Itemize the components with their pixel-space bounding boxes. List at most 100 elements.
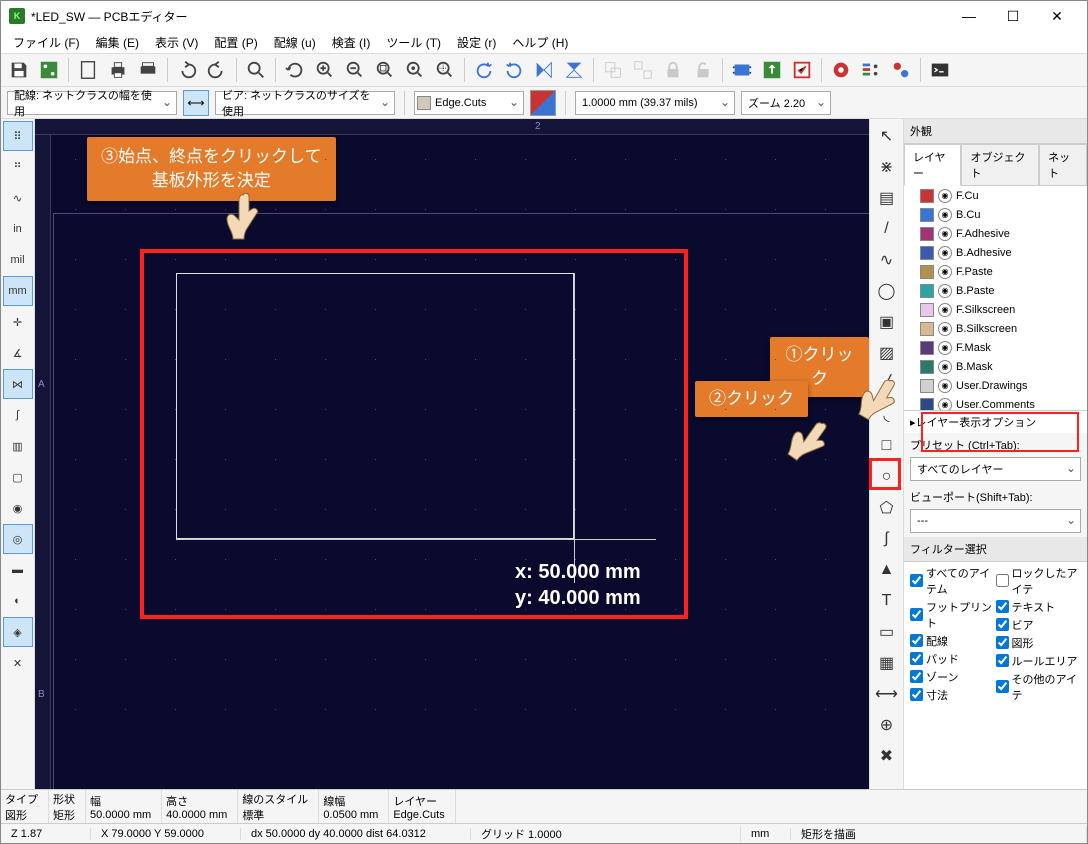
menu-5[interactable]: 検査 (I) bbox=[324, 32, 379, 53]
route-button[interactable]: / bbox=[872, 214, 902, 244]
curve-button[interactable]: ∿ bbox=[3, 183, 33, 213]
filter-配線[interactable]: 配線 bbox=[910, 632, 996, 650]
layer-B.Silkscreen[interactable]: ◉B.Silkscreen bbox=[904, 319, 1087, 338]
menu-6[interactable]: ツール (T) bbox=[378, 32, 449, 53]
design-rules-button[interactable] bbox=[827, 56, 855, 84]
viewport-select[interactable]: --- bbox=[910, 509, 1081, 533]
zone-fill-button[interactable]: ▥ bbox=[3, 431, 33, 461]
layer-list[interactable]: ◉F.Cu◉B.Cu◉F.Adhesive◉B.Adhesive◉F.Paste… bbox=[904, 186, 1087, 410]
image-button[interactable]: ▲ bbox=[872, 555, 902, 585]
layer-F.Cu[interactable]: ◉F.Cu bbox=[904, 186, 1087, 205]
unit-mil-button[interactable]: mil bbox=[3, 245, 33, 275]
lock-button[interactable] bbox=[659, 56, 687, 84]
contrast-button[interactable]: ◐ bbox=[3, 586, 33, 616]
mirror-h-button[interactable] bbox=[560, 56, 588, 84]
filter-ロックしたアイテ[interactable]: ロックしたアイテ bbox=[996, 564, 1082, 598]
ratsnest-curve-button[interactable]: ∫ bbox=[3, 400, 33, 430]
rotate-ccw-button[interactable] bbox=[470, 56, 498, 84]
close-button[interactable]: ✕ bbox=[1035, 1, 1079, 31]
layer-B.Paste[interactable]: ◉B.Paste bbox=[904, 281, 1087, 300]
find-button[interactable] bbox=[242, 56, 270, 84]
zoom-objects-button[interactable] bbox=[401, 56, 429, 84]
scripting-button[interactable] bbox=[887, 56, 915, 84]
via-size-select[interactable]: ビア: ネットクラスのサイズを使用 bbox=[215, 91, 395, 115]
layer-F.Silkscreen[interactable]: ◉F.Silkscreen bbox=[904, 300, 1087, 319]
layer-pair-button[interactable] bbox=[530, 90, 556, 116]
rotate-cw-button[interactable] bbox=[500, 56, 528, 84]
page-settings-button[interactable] bbox=[74, 56, 102, 84]
filter-図形[interactable]: 図形 bbox=[996, 634, 1082, 652]
board-setup-button[interactable] bbox=[35, 56, 63, 84]
route-diff-button[interactable]: ∿ bbox=[872, 245, 902, 275]
group-button[interactable] bbox=[599, 56, 627, 84]
via-fill-button[interactable]: ◎ bbox=[3, 524, 33, 554]
filter-フットプリント[interactable]: フットプリント bbox=[910, 598, 996, 632]
plot-button[interactable] bbox=[134, 56, 162, 84]
menu-7[interactable]: 設定 (r) bbox=[449, 32, 504, 53]
unit-mm-button[interactable]: mm bbox=[3, 276, 33, 306]
save-button[interactable] bbox=[5, 56, 33, 84]
zoom-out-button[interactable] bbox=[341, 56, 369, 84]
layer-F.Mask[interactable]: ◉F.Mask bbox=[904, 338, 1087, 357]
ratsnest-button[interactable]: ⋈ bbox=[3, 369, 33, 399]
table-button[interactable]: ▦ bbox=[872, 648, 902, 678]
zoom-select[interactable]: ズーム 2.20 bbox=[741, 91, 831, 115]
settings-left-button[interactable]: ✕ bbox=[3, 648, 33, 678]
grid-select[interactable]: 1.0000 mm (39.37 mils) bbox=[575, 91, 735, 115]
bezier-button[interactable]: ∫ bbox=[872, 524, 902, 554]
filter-パッド[interactable]: パッド bbox=[910, 650, 996, 668]
layer-User.Drawings[interactable]: ◉User.Drawings bbox=[904, 376, 1087, 395]
canvas[interactable]: A B 2 x: 50.000 mm y: 40.000 mm ③始点、終点をク… bbox=[35, 119, 869, 789]
minimize-button[interactable]: — bbox=[947, 1, 991, 31]
via-button[interactable]: ◯ bbox=[872, 276, 902, 306]
pad-fill-button[interactable]: ◉ bbox=[3, 493, 33, 523]
delete-button[interactable]: ✖ bbox=[872, 741, 902, 771]
layer-manager-button[interactable] bbox=[857, 56, 885, 84]
tab-ネット[interactable]: ネット bbox=[1039, 144, 1087, 186]
select-button[interactable]: ↖ bbox=[872, 121, 902, 151]
filter-寸法[interactable]: 寸法 bbox=[910, 686, 996, 704]
print-button[interactable] bbox=[104, 56, 132, 84]
layer-B.Mask[interactable]: ◉B.Mask bbox=[904, 357, 1087, 376]
trace-width-select[interactable]: 配線: ネットクラスの幅を使用 bbox=[7, 91, 177, 115]
filter-ルールエリア[interactable]: ルールエリア bbox=[996, 652, 1082, 670]
filter-その他のアイテ[interactable]: その他のアイテ bbox=[996, 670, 1082, 704]
grid-dots-button[interactable]: ⠿ bbox=[3, 121, 33, 151]
layer-User.Comments[interactable]: ◉User.Comments bbox=[904, 395, 1087, 410]
angle-button[interactable]: ∡ bbox=[3, 338, 33, 368]
preset-select[interactable]: すべてのレイヤー bbox=[910, 457, 1081, 481]
layer-B.Cu[interactable]: ◉B.Cu bbox=[904, 205, 1087, 224]
redo-button[interactable] bbox=[203, 56, 231, 84]
poly-button[interactable]: ⬠ bbox=[872, 493, 902, 523]
filter-テキスト[interactable]: テキスト bbox=[996, 598, 1082, 616]
drc-button[interactable] bbox=[788, 56, 816, 84]
rect-button[interactable]: □ bbox=[872, 431, 902, 461]
ungroup-button[interactable] bbox=[629, 56, 657, 84]
filter-ビア[interactable]: ビア bbox=[996, 616, 1082, 634]
origin-button[interactable]: ⊕ bbox=[872, 710, 902, 740]
menu-3[interactable]: 配置 (P) bbox=[206, 32, 265, 53]
menu-2[interactable]: 表示 (V) bbox=[147, 32, 206, 53]
track-fill-button[interactable]: ▬ bbox=[3, 555, 33, 585]
cursor-full-button[interactable]: ✛ bbox=[3, 307, 33, 337]
keepout-button[interactable]: ▨ bbox=[872, 338, 902, 368]
layer-F.Adhesive[interactable]: ◉F.Adhesive bbox=[904, 224, 1087, 243]
maximize-button[interactable]: ☐ bbox=[991, 1, 1035, 31]
refresh-button[interactable] bbox=[281, 56, 309, 84]
menu-0[interactable]: ファイル (F) bbox=[5, 32, 88, 53]
tab-オブジェクト[interactable]: オブジェクト bbox=[961, 144, 1039, 186]
tab-レイヤー[interactable]: レイヤー bbox=[904, 144, 961, 186]
mirror-v-button[interactable] bbox=[530, 56, 558, 84]
zoom-fit-button[interactable] bbox=[371, 56, 399, 84]
zoom-in-button[interactable] bbox=[311, 56, 339, 84]
undo-button[interactable] bbox=[173, 56, 201, 84]
layer-select[interactable]: Edge.Cuts bbox=[414, 91, 524, 115]
zoom-selection-button[interactable] bbox=[431, 56, 459, 84]
menu-1[interactable]: 編集 (E) bbox=[88, 32, 147, 53]
textbox-button[interactable]: ▭ bbox=[872, 617, 902, 647]
filter-すべてのアイテム[interactable]: すべてのアイテム bbox=[910, 564, 996, 598]
text-button[interactable]: T bbox=[872, 586, 902, 616]
layers-3d-button[interactable]: ◈ bbox=[3, 617, 33, 647]
dimension-button[interactable]: ⟷ bbox=[872, 679, 902, 709]
zone-button[interactable]: ▣ bbox=[872, 307, 902, 337]
